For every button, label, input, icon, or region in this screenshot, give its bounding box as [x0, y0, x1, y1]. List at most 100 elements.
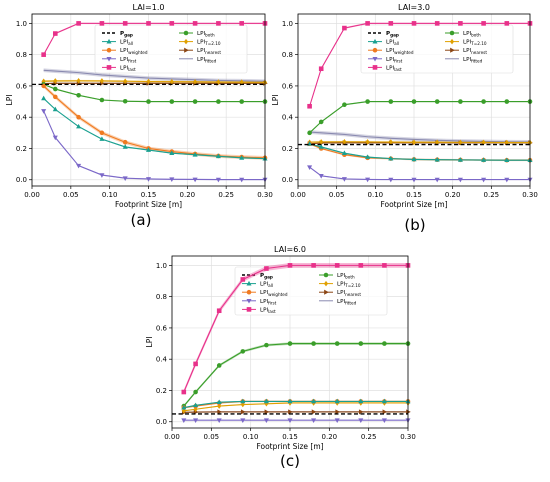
data-point — [169, 99, 175, 104]
x-tick-label: 0.10 — [243, 433, 259, 441]
data-point — [318, 144, 324, 149]
data-point — [434, 156, 440, 162]
data-point — [122, 144, 128, 149]
data-point — [192, 151, 198, 157]
data-point — [481, 177, 487, 183]
data-point — [239, 155, 245, 160]
data-point — [388, 99, 394, 104]
legend-label: LPIfirst — [386, 57, 403, 64]
data-point — [41, 95, 47, 101]
data-point — [318, 66, 324, 72]
data-point — [239, 177, 245, 183]
legend-label: LPIfitted — [337, 299, 357, 306]
data-point — [311, 263, 316, 268]
data-point — [216, 21, 221, 26]
legend-label: Pgap — [120, 31, 133, 38]
data-point — [193, 361, 198, 367]
legend-label: LPIall — [120, 40, 133, 47]
y-tick-label: 0.6 — [156, 324, 168, 332]
data-point — [388, 155, 394, 161]
data-point — [53, 78, 58, 84]
data-point — [365, 177, 371, 183]
data-point — [307, 130, 312, 136]
data-point — [458, 21, 463, 26]
data-point — [504, 177, 510, 183]
data-point — [99, 173, 105, 178]
data-point — [381, 418, 387, 423]
data-point — [287, 418, 293, 423]
data-point — [504, 139, 509, 146]
series-line — [43, 83, 265, 103]
y-tick-label: 0.0 — [16, 176, 27, 184]
data-point — [217, 409, 222, 415]
data-point — [342, 102, 347, 107]
legend-label: LPIweighted — [120, 48, 148, 55]
x-axis-label: Footprint Size [m] — [380, 200, 447, 209]
series-lpi-weighted — [181, 399, 411, 410]
data-point — [76, 21, 81, 26]
data-point — [334, 263, 340, 268]
series-band — [43, 68, 266, 84]
data-point — [334, 341, 340, 346]
legend-label: LPIboth — [197, 31, 215, 38]
data-point — [216, 418, 222, 423]
data-point — [264, 342, 269, 348]
data-point — [481, 99, 486, 104]
data-point — [53, 31, 58, 36]
data-point — [319, 139, 324, 145]
legend-label: LPIfitted — [197, 57, 217, 64]
data-point — [311, 409, 317, 415]
data-point — [192, 177, 198, 183]
x-tick-label: 0.00 — [24, 191, 40, 199]
legend-label: LPIall — [386, 40, 399, 47]
x-tick-label: 0.10 — [102, 191, 118, 199]
data-point — [388, 177, 394, 183]
x-tick-label: 0.00 — [290, 191, 306, 199]
data-point — [99, 130, 105, 136]
data-point — [342, 138, 347, 145]
data-point — [334, 418, 340, 423]
data-point — [192, 21, 198, 26]
data-point — [76, 123, 82, 129]
legend-marker — [106, 65, 112, 70]
legend-label: Pgap — [386, 31, 399, 38]
data-point — [457, 177, 463, 183]
data-point — [99, 97, 105, 103]
data-point — [76, 163, 82, 169]
legend-marker — [184, 47, 189, 53]
series-lpi-fitted — [309, 130, 531, 144]
legend-label: Pgap — [260, 273, 273, 280]
data-point — [216, 308, 222, 314]
data-point — [240, 277, 246, 282]
data-point — [76, 93, 81, 98]
data-point — [287, 398, 293, 404]
series-band — [309, 130, 530, 144]
legend-marker — [372, 38, 378, 44]
data-point — [216, 399, 222, 405]
y-tick-label: 0.8 — [16, 51, 27, 59]
x-tick-label: 0.30 — [257, 191, 273, 199]
data-point — [388, 21, 394, 26]
data-point — [311, 398, 317, 404]
data-point — [240, 398, 246, 404]
y-tick-label: 0.6 — [282, 82, 294, 90]
legend-label: LPIlast — [386, 65, 402, 72]
data-point — [169, 21, 175, 26]
data-point — [411, 99, 417, 104]
x-tick-label: 0.05 — [329, 191, 345, 199]
series-line — [309, 143, 530, 161]
series-band — [309, 143, 530, 161]
y-tick-label: 1.0 — [16, 20, 27, 28]
data-point — [192, 99, 198, 104]
legend-marker — [323, 280, 329, 287]
x-tick-label: 0.20 — [180, 191, 196, 199]
data-point — [216, 363, 222, 368]
data-point — [146, 21, 151, 26]
series-line — [309, 131, 531, 143]
data-point — [41, 52, 46, 57]
data-point — [53, 94, 58, 100]
data-point — [434, 99, 440, 104]
